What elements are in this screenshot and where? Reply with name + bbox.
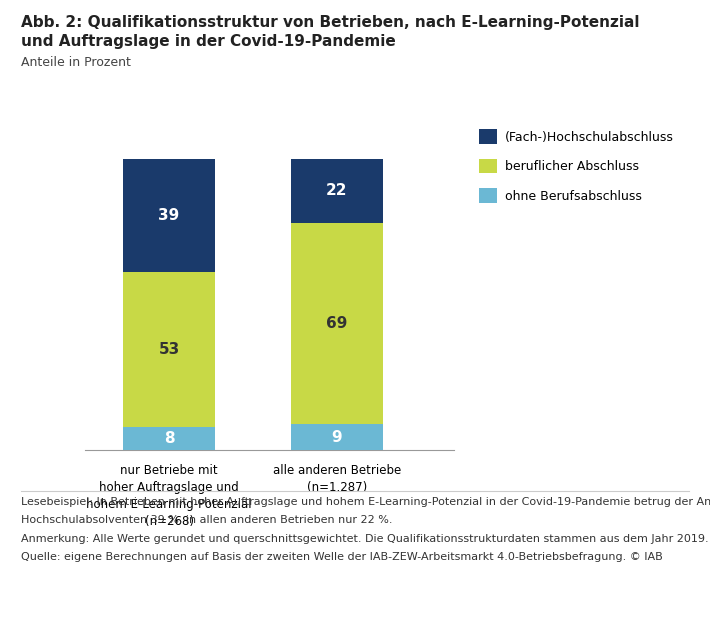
Bar bbox=[291, 223, 383, 424]
Text: und Auftragslage in der Covid-19-Pandemie: und Auftragslage in der Covid-19-Pandemi… bbox=[21, 34, 396, 49]
Text: Abb. 2: Qualifikationsstruktur von Betrieben, nach E-Learning-Potenzial: Abb. 2: Qualifikationsstruktur von Betri… bbox=[21, 15, 640, 30]
Text: Anteile in Prozent: Anteile in Prozent bbox=[21, 56, 131, 68]
Bar bbox=[291, 159, 383, 223]
Bar bbox=[123, 427, 215, 450]
Text: Quelle: eigene Berechnungen auf Basis der zweiten Welle der IAB-ZEW-Arbeitsmarkt: Quelle: eigene Berechnungen auf Basis de… bbox=[21, 552, 663, 562]
Text: Hochschulabsolventen 39 %, in allen anderen Betrieben nur 22 %.: Hochschulabsolventen 39 %, in allen ande… bbox=[21, 515, 393, 525]
Text: Anmerkung: Alle Werte gerundet und querschnittsgewichtet. Die Qualifikationsstru: Anmerkung: Alle Werte gerundet und quers… bbox=[21, 534, 709, 544]
Text: 22: 22 bbox=[326, 183, 348, 198]
Legend: (Fach-)Hochschulabschluss, beruflicher Abschluss, ohne Berufsabschluss: (Fach-)Hochschulabschluss, beruflicher A… bbox=[479, 130, 674, 203]
Bar bbox=[123, 159, 215, 273]
Text: 8: 8 bbox=[164, 431, 175, 446]
Text: Lesebeispiel: In Betrieben mit hoher Auftragslage und hohem E-Learning-Potenzial: Lesebeispiel: In Betrieben mit hoher Auf… bbox=[21, 497, 710, 507]
Text: 39: 39 bbox=[158, 208, 180, 223]
Bar bbox=[291, 424, 383, 450]
Bar bbox=[123, 273, 215, 427]
Text: 53: 53 bbox=[158, 342, 180, 357]
Text: 9: 9 bbox=[332, 430, 342, 445]
Text: 69: 69 bbox=[326, 316, 348, 331]
